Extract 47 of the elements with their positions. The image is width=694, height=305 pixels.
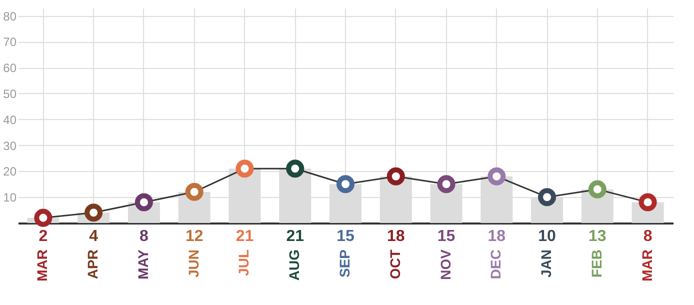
point [638,193,657,212]
point [437,175,456,194]
x-tick-label: NOV [437,248,454,280]
point [34,208,52,227]
y-tick-label: 70 [3,35,17,50]
point [386,167,405,186]
data-label: 4 [89,228,98,245]
data-label: 8 [140,228,149,245]
x-tick-label: APR [84,250,101,280]
data-label: 13 [588,228,606,245]
point [286,160,304,178]
x-tick-label: MAY [134,248,151,280]
x-tick-label: JUL [236,249,252,276]
y-tick-label: 40 [3,112,17,127]
data-label: 18 [488,228,506,245]
x-tick-label: SEP [336,250,352,278]
data-label: 8 [643,228,652,245]
x-tick-label: FEB [588,250,604,278]
data-label: 18 [386,228,405,245]
point [588,180,606,198]
point [84,204,103,222]
data-label: 12 [185,228,204,245]
data-label: 10 [538,228,556,245]
y-tick-label: 30 [3,138,17,153]
point [134,193,153,212]
data-label: 15 [336,228,354,245]
x-tick-label: MAR [638,250,655,282]
x-tick-label: OCT [386,249,403,280]
point [336,175,355,194]
y-tick-label: 20 [3,164,17,179]
y-tick-label: 80 [3,9,17,24]
point [236,160,254,178]
point [538,188,556,206]
data-label: 2 [38,228,48,245]
y-tick-label: 60 [3,61,17,76]
data-label: 15 [437,228,456,245]
data-label: 21 [286,228,304,245]
point [488,167,506,186]
point [185,182,204,201]
data-label: 21 [236,228,254,245]
x-tick-label: MAR [34,250,50,282]
y-tick-label: 50 [3,86,17,101]
x-tick-label: DEC [488,250,504,280]
y-tick-label: 10 [3,190,17,205]
x-tick-label: JAN [538,250,554,278]
x-tick-label: AUG [286,249,302,281]
x-tick-label: JUN [185,250,202,278]
